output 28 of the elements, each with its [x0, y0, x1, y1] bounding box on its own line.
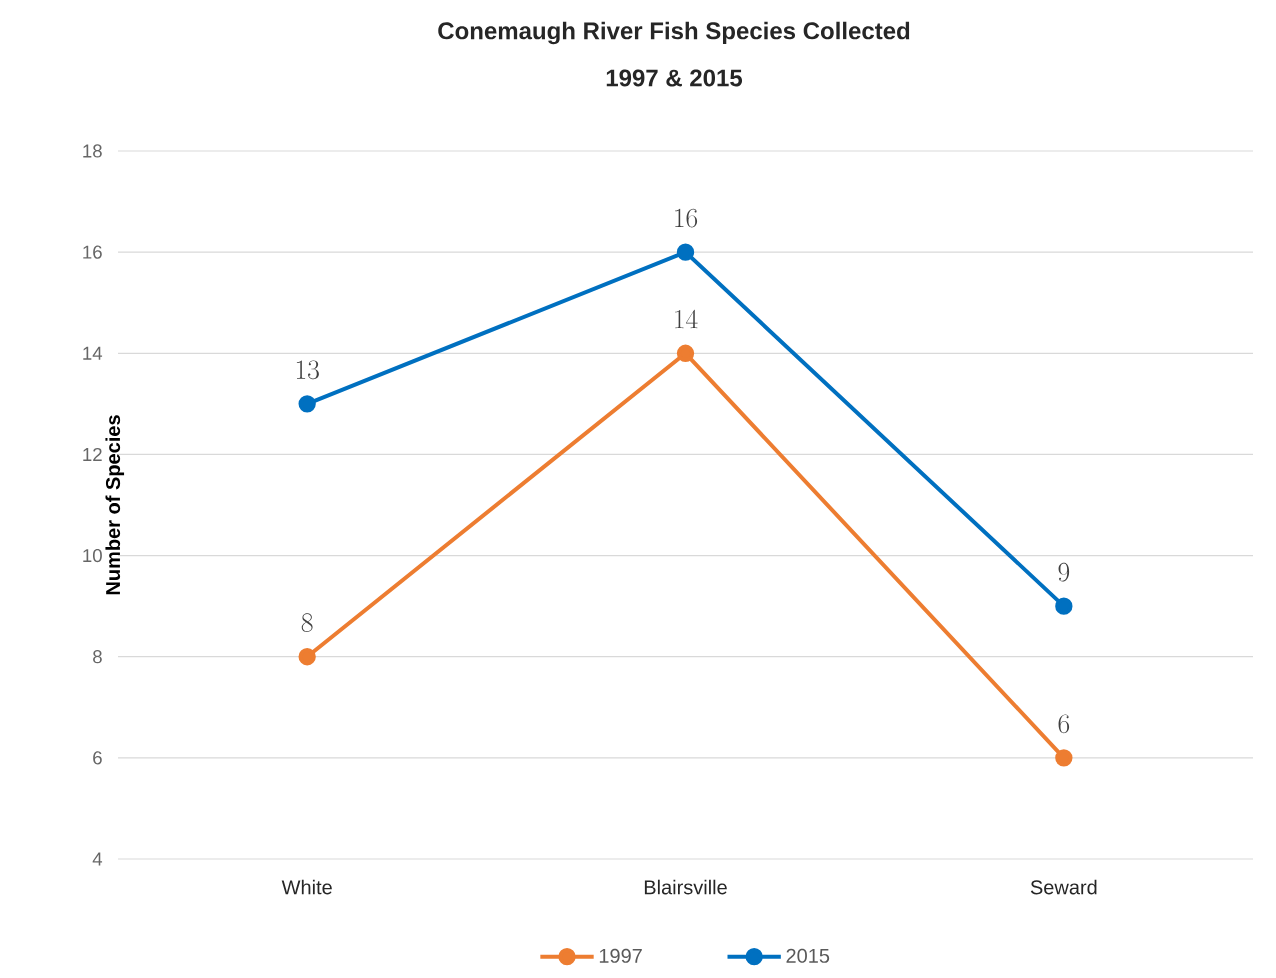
point: [1055, 597, 1073, 615]
chart-title: Conemaugh River Fish Species Collected: [438, 21, 910, 45]
chart-subtitle: 1997 & 2015: [606, 69, 743, 87]
y-tick-label: 10: [83, 548, 102, 563]
data-label: 9: [1058, 562, 1070, 582]
point: [298, 395, 316, 413]
point: [1055, 749, 1073, 767]
y-axis-title: Number of Species: [105, 415, 125, 595]
point: [298, 648, 316, 666]
data-label: 16: [675, 208, 698, 228]
y-tick-label: 12: [83, 447, 102, 461]
data-label: 13: [296, 360, 319, 380]
y-tick-label: 4: [92, 852, 103, 866]
legend-label: 2015: [786, 948, 830, 963]
y-tick-label: 6: [93, 751, 102, 765]
data-label: 8: [301, 613, 313, 633]
y-tick-label: 14: [83, 346, 103, 360]
legend-label: 1997: [599, 948, 642, 963]
data-label: 14: [675, 309, 698, 329]
data-label: 6: [1058, 714, 1070, 734]
y-tick-label: 18: [83, 144, 102, 158]
y-tick-label: 8: [93, 650, 102, 664]
x-tick-label: White: [281, 879, 332, 895]
x-tick-label: Blairsville: [644, 879, 727, 895]
x-tick-label: Seward: [1030, 879, 1097, 895]
y-tick-label: 16: [83, 245, 102, 259]
point: [676, 344, 695, 362]
point: [676, 243, 695, 261]
